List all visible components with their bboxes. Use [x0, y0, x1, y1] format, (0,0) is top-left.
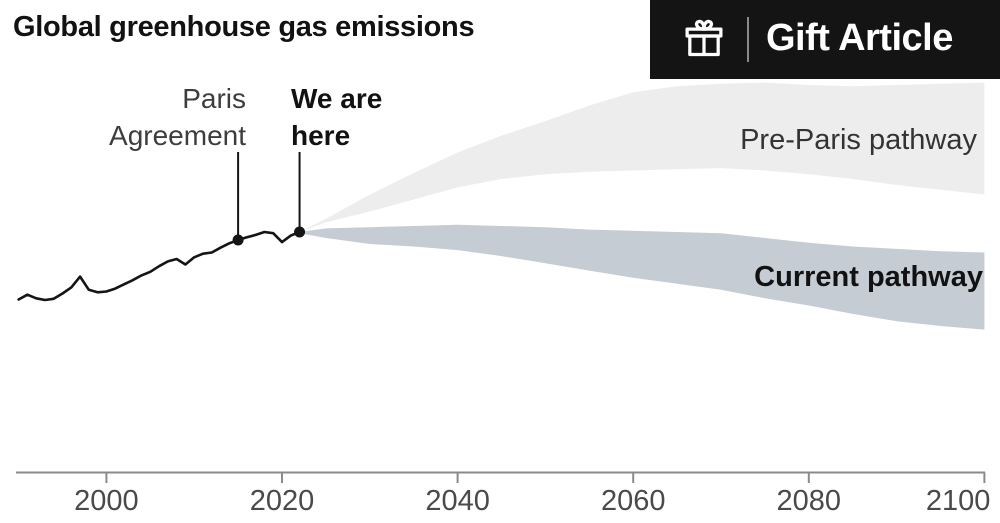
x-axis-label: 2000	[74, 485, 139, 517]
paris-agreement-annotation: Paris Agreement	[109, 80, 246, 154]
paris-annotation-line1: Paris	[182, 83, 246, 114]
gift-button-label: Gift Article	[766, 16, 953, 59]
here-annotation-line1: We are	[291, 83, 383, 114]
page-title: Global greenhouse gas emissions	[13, 11, 475, 43]
button-divider	[747, 17, 749, 62]
we-are-here-annotation: We are here	[291, 80, 382, 154]
historical-line	[17, 230, 301, 302]
pre-paris-pathway-label: Pre-Paris pathway	[740, 124, 977, 156]
current-pathway-label: Current pathway	[754, 261, 983, 293]
paris-annotation-line2: Agreement	[109, 120, 246, 151]
here-annotation-line2: here	[291, 120, 351, 151]
gift-article-button[interactable]: Gift Article	[650, 0, 1000, 79]
gift-icon	[685, 19, 723, 57]
here-marker-dot	[294, 226, 306, 238]
current-fan	[299, 224, 985, 330]
x-axis-label: 2020	[250, 485, 315, 517]
paris-marker-dot	[232, 234, 244, 246]
x-axis-label: 2100	[926, 485, 991, 517]
x-axis-label: 2060	[601, 485, 666, 517]
x-axis-label: 2080	[777, 485, 842, 517]
pre-paris-fan	[299, 82, 985, 232]
x-axis-label: 2040	[425, 485, 490, 517]
